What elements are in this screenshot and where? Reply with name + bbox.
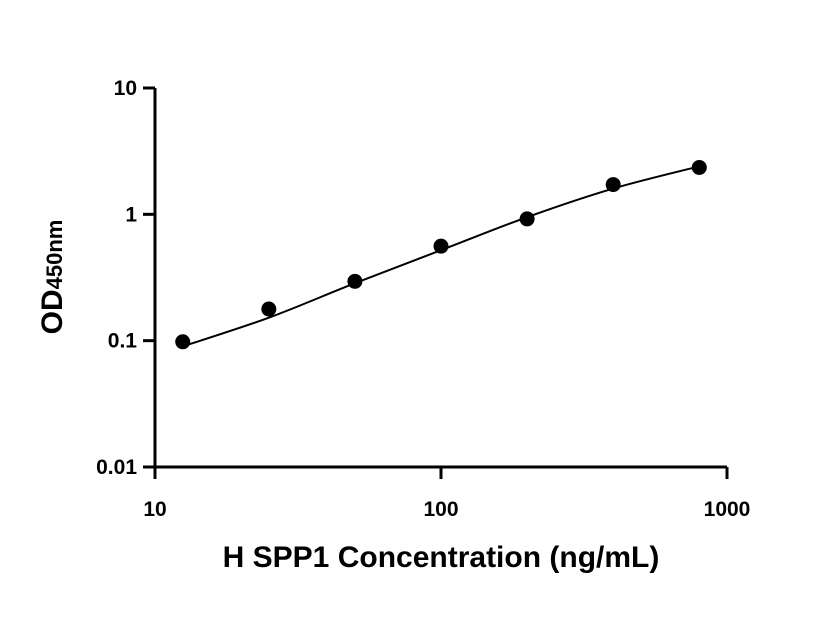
data-point xyxy=(691,159,707,175)
x-tick-label: 1000 xyxy=(704,498,751,521)
axes xyxy=(143,86,729,479)
y-axis-title-subscript: 450nm xyxy=(42,220,67,290)
y-axis-title: OD450nm xyxy=(36,220,69,335)
tick-labels-layer: 0.01 0.1 1 10 10 100 1000 xyxy=(96,77,750,521)
y-tick-label: 0.01 xyxy=(96,456,137,479)
svg-text:OD450nm: OD450nm xyxy=(36,220,69,335)
data-point xyxy=(433,238,449,254)
data-point xyxy=(175,334,191,350)
data-point xyxy=(605,177,621,193)
y-tick-label: 1 xyxy=(125,203,137,226)
data-point xyxy=(347,273,363,289)
data-point xyxy=(261,301,277,317)
y-tick-label: 10 xyxy=(114,77,137,100)
data-points-layer xyxy=(175,159,707,350)
fit-curve-layer xyxy=(182,165,700,348)
x-axis-title: H SPP1 Concentration (ng/mL) xyxy=(223,541,660,574)
data-point xyxy=(519,211,535,227)
x-tick-label: 10 xyxy=(143,498,166,521)
fit-curve xyxy=(182,165,700,348)
y-axis-title-main: OD xyxy=(36,289,69,334)
y-tick-label: 0.1 xyxy=(108,330,138,353)
x-tick-label: 100 xyxy=(423,498,458,521)
